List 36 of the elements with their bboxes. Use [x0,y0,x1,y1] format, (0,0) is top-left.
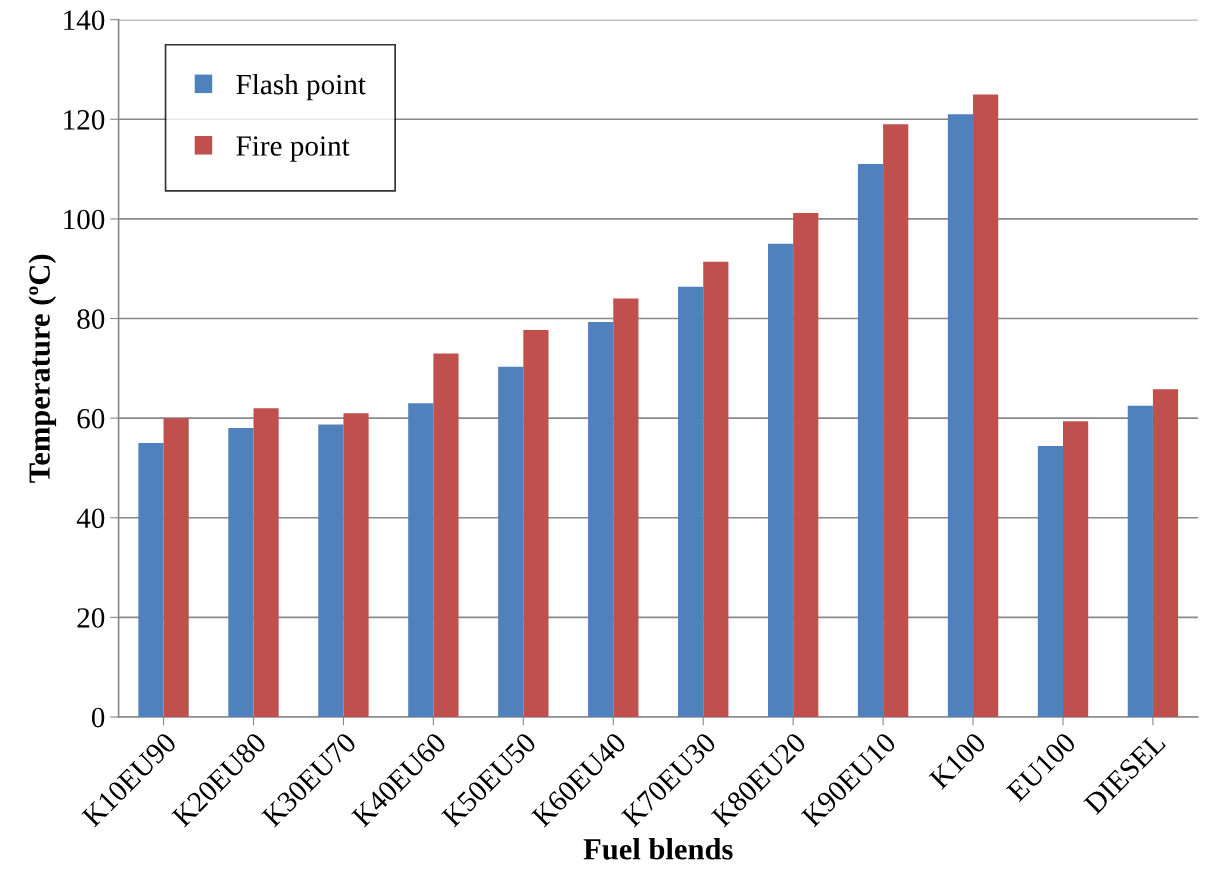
bar [228,428,254,717]
bar [343,413,369,717]
bar [703,261,729,717]
y-tick-label: 60 [77,408,105,429]
y-tick-label: 140 [64,10,105,31]
bar [1037,446,1063,717]
y-tick-label: 40 [76,508,105,529]
bar [793,212,819,717]
bar [498,366,524,717]
bar [523,329,549,717]
bar [1062,421,1089,717]
legend-label: Fire point [236,136,350,162]
y-tick-label: 120 [64,110,105,130]
bar [318,424,344,717]
bar [433,353,459,717]
legend-label: Flash point [236,73,366,101]
bar [588,322,614,717]
bar [253,408,279,717]
bar [1127,405,1153,717]
bar [1152,389,1179,717]
bar [857,164,884,717]
x-axis-title: Fuel blends [583,838,733,860]
bar [408,403,434,717]
bar [767,243,794,717]
bar [947,114,974,717]
y-tick-label: 0 [91,707,105,728]
y-tick-label: 20 [77,608,105,628]
bar [613,298,639,717]
y-tick-label: 100 [64,209,105,230]
y-axis-title: Temperature (ºC) [28,254,57,483]
bar [678,286,704,717]
bar [973,94,999,717]
bar [883,124,909,717]
y-tick-label: 80 [77,309,105,329]
bar [138,443,164,717]
bar [163,418,189,717]
